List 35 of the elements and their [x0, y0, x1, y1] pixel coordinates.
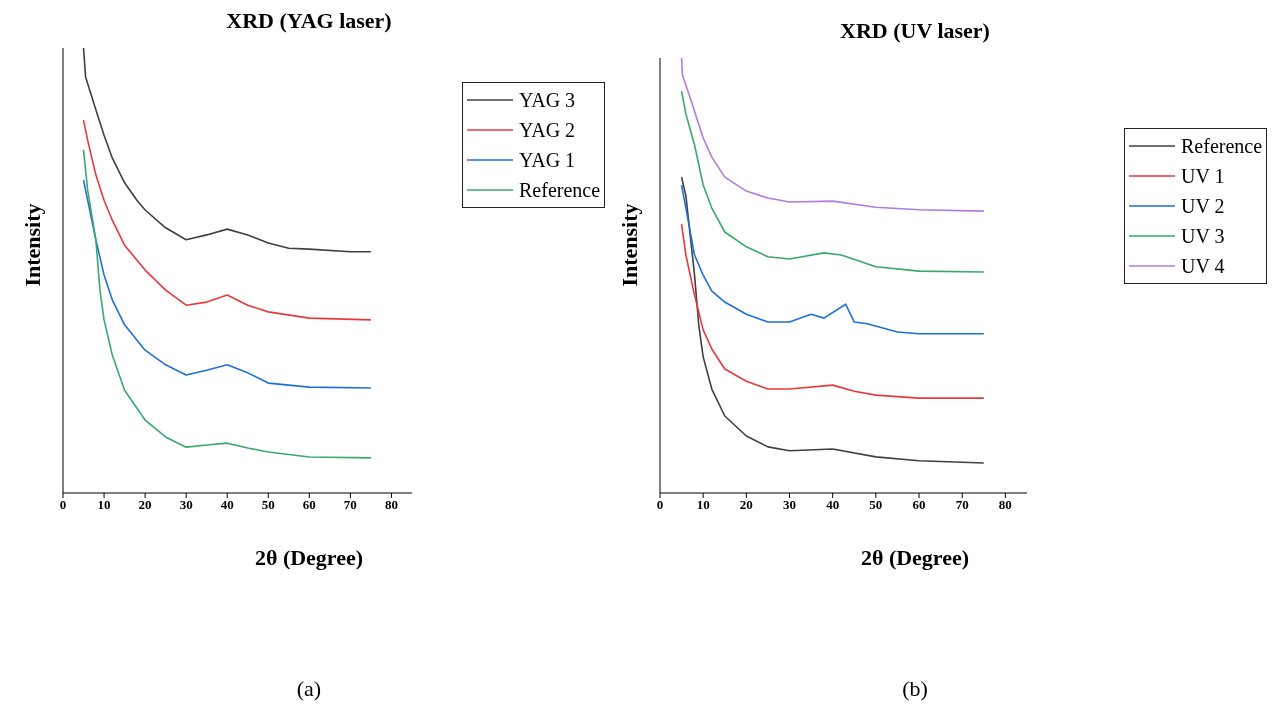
x-tick-label: 60 [912, 497, 926, 513]
x-tick-label: 50 [869, 497, 883, 513]
x-tick-label: 10 [696, 497, 710, 513]
x-tick-label: 70 [955, 497, 969, 513]
x-tick-label: 40 [220, 497, 234, 513]
legend-label: YAG 3 [519, 89, 576, 111]
text: (b) [901, 676, 929, 702]
legend-label: Reference [519, 179, 601, 201]
text: (a) [295, 676, 323, 702]
x-tick-label: 50 [261, 497, 275, 513]
x-tick-label: 30 [783, 497, 797, 513]
x-tick-label: 0 [59, 497, 67, 513]
legend-label: UV 1 [1181, 165, 1225, 187]
legend-label: UV 4 [1181, 255, 1225, 277]
legend-label: UV 3 [1181, 225, 1225, 247]
x-axis-title: 2θ (Degree) [253, 545, 365, 571]
y-axis-title: Intensity [617, 202, 643, 289]
y-axis-title: Intensity [20, 202, 46, 289]
x-tick-label: 70 [343, 497, 357, 513]
x-tick-label: 80 [998, 497, 1012, 513]
x-tick-label: 40 [826, 497, 840, 513]
chart-title: XRD (YAG laser) [225, 8, 393, 34]
legend-label: Reference [1181, 135, 1263, 157]
x-axis-title: 2θ (Degree) [859, 545, 971, 571]
x-tick-label: 0 [656, 497, 664, 513]
x-tick-label: 80 [384, 497, 398, 513]
x-tick-label: 20 [138, 497, 152, 513]
x-tick-label: 30 [179, 497, 193, 513]
legend-label: UV 2 [1181, 195, 1225, 217]
legend-label: YAG 1 [519, 149, 576, 171]
x-tick-label: 10 [97, 497, 111, 513]
chart-title: XRD (UV laser) [839, 18, 991, 44]
legend-label: YAG 2 [519, 119, 576, 141]
x-tick-label: 60 [302, 497, 316, 513]
x-tick-label: 20 [739, 497, 753, 513]
